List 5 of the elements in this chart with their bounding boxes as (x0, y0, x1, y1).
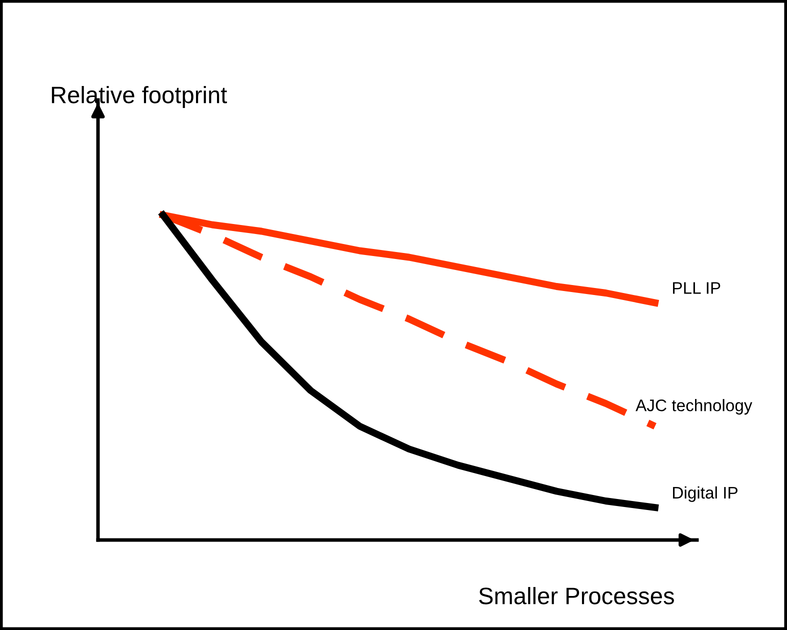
series-label: PLL IP (673, 282, 720, 294)
series-label: AJC technology (636, 399, 752, 415)
y-axis-title: Relative footprint (52, 86, 227, 108)
x-axis-title: Smaller Processes (479, 586, 674, 604)
series-label: Digital IP (673, 486, 738, 502)
